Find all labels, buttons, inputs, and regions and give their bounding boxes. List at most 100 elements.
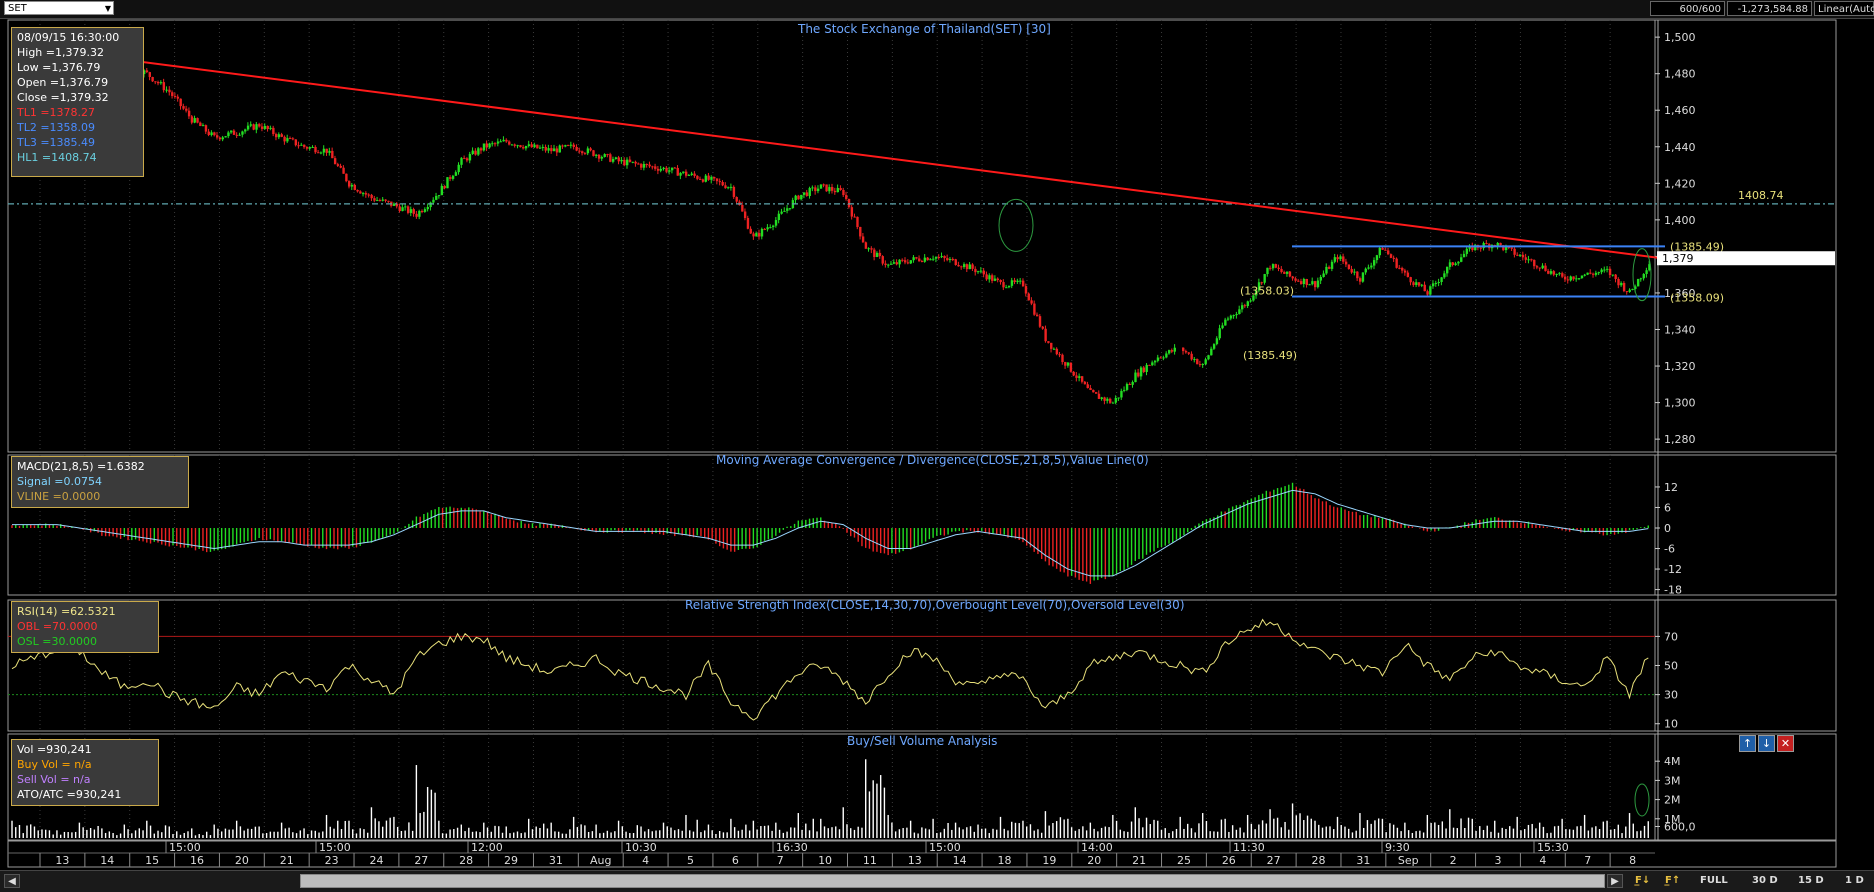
scroll-thumb[interactable] [300,874,1605,888]
candle-body [1344,261,1348,265]
candle-body [1162,357,1165,359]
candle-body [1319,277,1323,281]
candle-body [1611,274,1615,276]
candle-body [780,211,783,214]
macd-legend: MACD(21,8,5) =1.6382 Signal =0.0754 VLIN… [11,456,189,508]
x-day-label: 23 [325,854,339,867]
candle-body [887,264,890,266]
filter-up-icon[interactable]: F̲↑ [1665,875,1681,886]
candle-body [409,209,413,213]
candle-body [732,186,736,197]
candle-body [1631,288,1634,290]
candle-body [465,158,469,161]
candle-body [1224,319,1227,326]
x-day-label: 3 [1494,854,1501,867]
breakdown-circle [998,198,1034,252]
candle-body [1235,314,1238,316]
candle-body [1437,281,1440,283]
close-panel-icon[interactable]: ✕ [1777,735,1794,752]
chart-scrollbar[interactable]: ◀ ▶ F̲↓ F̲↑ FULL 30 D 15 D 1 D [0,870,1874,892]
candle-body [1114,397,1118,403]
symbol-select[interactable]: SET ▼ [4,1,114,15]
x-time-label: 15:30 [1537,841,1569,854]
filter-icon[interactable]: F̲↓ [1635,875,1651,886]
candle-body [1353,271,1356,273]
candle-body [1266,267,1269,275]
period-full[interactable]: FULL [1700,875,1728,886]
candle-body [1541,265,1544,269]
x-day-label: Aug [590,854,611,867]
legend-tl3: TL3 =1385.49 [17,136,96,149]
candle-body [272,127,275,135]
candle-body [1100,397,1103,399]
candle-body [471,150,474,155]
candle-body [977,271,980,273]
candle-body [640,164,643,168]
move-up-icon[interactable]: ↑ [1739,735,1756,752]
candle-body [943,256,946,259]
candle-body [479,148,483,151]
candle-body [1527,259,1530,261]
candle-body [1159,357,1162,359]
candle-body [1086,384,1089,389]
candle-body [283,136,286,142]
candle-body [1131,382,1134,385]
candle-body [241,131,244,135]
chevron-down-icon: ▼ [104,4,111,13]
candle-body [1401,267,1404,271]
tl2-annotation: (1358.09) [1670,291,1724,304]
candle-body [1535,266,1539,268]
candle-body [704,175,708,182]
period-15d[interactable]: 15 D [1798,875,1824,886]
candle-body [370,194,373,199]
tl1-trendline [119,58,1673,261]
candle-body [1184,351,1188,353]
candle-body [454,172,458,176]
candle-body [238,134,241,136]
candle-body [516,145,519,147]
candle-body [951,259,955,261]
candle-body [404,206,407,208]
candle-body [752,233,755,237]
candle-body [1600,269,1603,273]
candle-body [294,139,298,146]
candle-body [305,147,309,149]
candle-body [1285,271,1289,274]
candle-body [406,206,410,213]
candle-body [1628,289,1631,292]
candle-body [1496,242,1499,247]
period-30d[interactable]: 30 D [1752,875,1778,886]
candle-body [1431,283,1435,287]
candle-body [1524,257,1528,260]
candle-body [1642,273,1645,279]
move-down-icon[interactable]: ↓ [1758,735,1775,752]
period-1d[interactable]: 1 D [1845,875,1864,886]
candle-body [1058,354,1061,356]
x-day-label: 7 [1584,854,1591,867]
legend-buy-vol: Buy Vol = n/a [17,758,92,771]
candle-body [741,205,744,212]
candle-body [870,248,873,250]
candle-body [1322,273,1325,278]
macd-panel-frame [7,454,1837,596]
candle-body [934,256,938,259]
pivot-annotation: (1385.49) [1243,349,1297,362]
candle-body [297,145,300,147]
rsi-line [11,618,1649,721]
candle-body [968,264,972,270]
candle-body [1350,269,1353,273]
candle-body [339,165,342,168]
candle-body [707,175,710,180]
legend-signal: Signal =0.0754 [17,475,102,488]
candle-body [1364,268,1367,273]
candle-body [586,148,590,154]
scroll-left-icon[interactable]: ◀ [4,874,20,888]
scroll-right-icon[interactable]: ▶ [1607,874,1623,888]
candle-body [176,96,180,99]
candle-body [1151,362,1154,366]
candle-body [468,154,472,161]
candle-body [822,184,825,186]
candle-body [221,137,225,140]
candle-body [373,198,376,201]
